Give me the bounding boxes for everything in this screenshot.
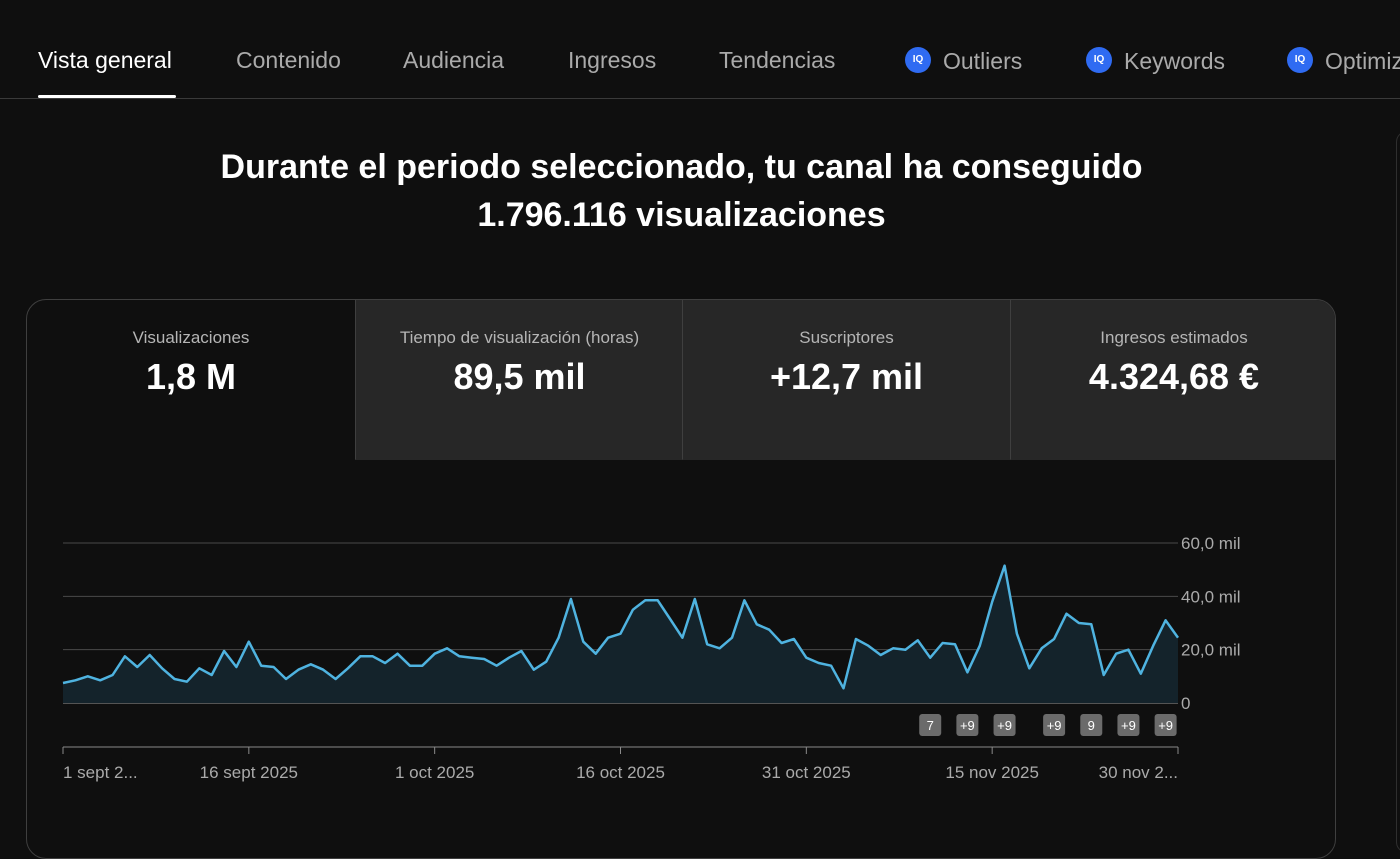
metric-value: +12,7 mil [769,356,924,397]
tab-label: Outliers [943,48,1023,74]
x-tick-label: 16 sept 2025 [200,763,298,782]
tab-label: Tendencias [719,47,836,73]
tab-vista-general[interactable]: Vista general [38,47,172,74]
iq-icon: IQ [905,47,931,73]
summary-headline: Durante el periodo seleccionado, tu cana… [0,143,1363,239]
tab-label: Contenido [236,47,341,73]
metric-label: Tiempo de visualización (horas) [399,328,640,347]
metric-views[interactable]: Visualizaciones 1,8 M [27,300,355,460]
tab-bar: Vista general Contenido Audiencia Ingres… [0,0,1400,99]
annotation-marker-label: 9 [1088,718,1095,733]
metric-subscribers[interactable]: Suscriptores +12,7 mil [682,300,1010,460]
annotation-marker-box[interactable] [1080,714,1103,736]
x-tick-label: 30 nov 2... [1099,763,1178,782]
annotation-marker-label: +9 [1121,718,1136,733]
metric-label: Visualizaciones [132,328,250,347]
headline-line-2: 1.796.116 visualizaciones [477,196,886,234]
metric-value: 89,5 mil [453,356,586,397]
annotation-marker: 7 [919,714,942,736]
tab-contenido[interactable]: Contenido [236,47,341,74]
annotation-marker: 9 [1080,714,1103,736]
metric-revenue[interactable]: Ingresos estimados 4.324,68 € [1010,300,1335,460]
metric-label: Ingresos estimados [1100,328,1248,347]
metric-label: Suscriptores [799,328,894,347]
tab-ingresos[interactable]: Ingresos [568,47,656,74]
tab-label: Ingresos [568,47,657,73]
x-tick-label: 15 nov 2025 [945,763,1039,782]
tab-label: Keywords [1124,48,1225,74]
tab-label: Vista general [38,47,172,73]
metric-watch-time[interactable]: Tiempo de visualización (horas) 89,5 mil [355,300,683,460]
annotation-marker-label: +9 [997,718,1012,733]
x-tick-label: 1 sept 2... [63,763,138,782]
annotation-marker-label: +9 [1158,718,1173,733]
annotation-marker: +9 [956,714,979,736]
metric-value: 1,8 M [145,356,237,397]
annotation-marker-box[interactable] [1043,714,1066,736]
annotation-marker-box[interactable] [919,714,942,736]
annotation-marker: +9 [993,714,1016,736]
x-tick-label: 1 oct 2025 [395,763,474,782]
tab-optimize[interactable]: IQ Optimiz [1287,47,1400,75]
tab-tendencias[interactable]: Tendencias [719,47,835,74]
annotation-marker: +9 [1043,714,1066,736]
iq-icon: IQ [1086,47,1112,73]
annotation-marker-label: +9 [960,718,975,733]
annotation-marker: +9 [1154,714,1177,736]
iq-icon: IQ [1287,47,1313,73]
active-tab-indicator [38,95,176,98]
y-tick-label: 0 [1181,694,1190,713]
metric-value: 4.324,68 € [1088,356,1260,397]
x-tick-label: 16 oct 2025 [576,763,665,782]
annotation-marker-label: +9 [1047,718,1062,733]
annotation-marker-box[interactable] [956,714,979,736]
tab-outliers[interactable]: IQ Outliers [905,47,1022,75]
annotation-marker-box[interactable] [993,714,1016,736]
y-tick-label: 20,0 mil [1181,641,1241,660]
metrics-card: Visualizaciones 1,8 M Tiempo de visualiz… [26,299,1336,859]
headline-line-1: Durante el periodo seleccionado, tu cana… [220,148,1143,186]
annotation-marker-box[interactable] [1117,714,1140,736]
tab-keywords[interactable]: IQ Keywords [1086,47,1225,75]
annotation-marker-box[interactable] [1154,714,1177,736]
annotation-marker: +9 [1117,714,1140,736]
views-chart: 60,0 mil 40,0 mil 20,0 mil 0 7 +9 +9 +9 9 +9 +9 1 s… [62,534,1241,782]
tab-label: Optimiz [1325,48,1400,74]
annotation-marker-label: 7 [927,718,934,733]
tab-label: Audiencia [403,47,505,73]
x-tick-label: 31 oct 2025 [762,763,851,782]
y-tick-label: 40,0 mil [1181,587,1241,606]
y-tick-label: 60,0 mil [1181,534,1241,553]
tab-audiencia[interactable]: Audiencia [403,47,504,74]
views-line [62,564,1180,690]
